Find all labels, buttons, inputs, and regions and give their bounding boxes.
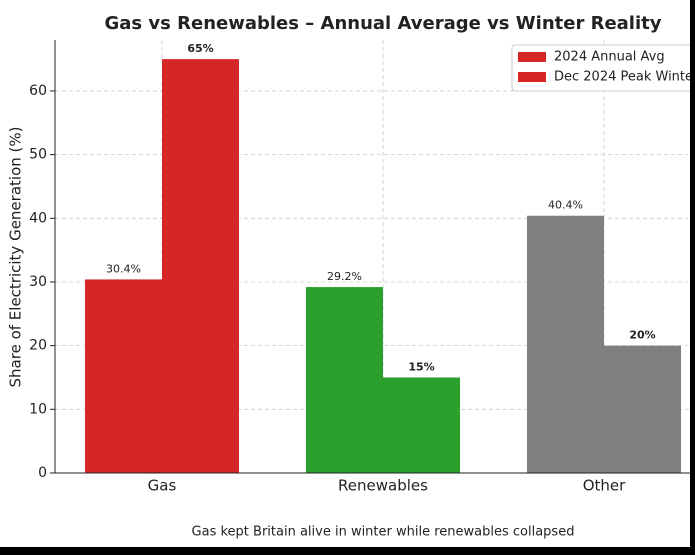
- bar: [527, 215, 604, 473]
- legend-swatch: [518, 72, 546, 82]
- legend-label: 2024 Annual Avg: [554, 50, 665, 65]
- value-label: 65%: [187, 42, 213, 55]
- caption: Gas kept Britain alive in winter while r…: [192, 525, 575, 540]
- y-tick-label: 60: [29, 83, 47, 99]
- bar: [383, 377, 460, 473]
- frame: [690, 0, 695, 555]
- y-tick-label: 50: [29, 147, 47, 163]
- frame: [0, 547, 695, 555]
- value-label: 40.4%: [548, 199, 583, 212]
- y-axis-label: Share of Electricity Generation (%): [7, 127, 25, 388]
- bar: [162, 59, 239, 474]
- legend-box: [511, 44, 695, 92]
- value-label: 30.4%: [106, 262, 141, 275]
- y-tick-label: 0: [38, 465, 47, 481]
- legend-label: Dec 2024 Peak Winter: [554, 70, 695, 85]
- x-tick-label: Gas: [148, 477, 177, 495]
- y-tick-label: 30: [29, 274, 47, 290]
- bar: [85, 279, 162, 473]
- legend-swatch: [518, 52, 546, 62]
- bar: [306, 287, 383, 473]
- value-label: 29.2%: [327, 270, 362, 283]
- bar: [604, 345, 681, 473]
- x-tick-label: Other: [583, 477, 626, 495]
- y-tick-label: 20: [29, 338, 47, 354]
- y-tick-label: 10: [29, 401, 47, 417]
- value-label: 20%: [629, 329, 655, 342]
- chart-title: Gas vs Renewables – Annual Average vs Wi…: [105, 13, 662, 34]
- x-tick-label: Renewables: [338, 477, 428, 495]
- y-tick-label: 40: [29, 210, 47, 226]
- value-label: 15%: [408, 360, 434, 373]
